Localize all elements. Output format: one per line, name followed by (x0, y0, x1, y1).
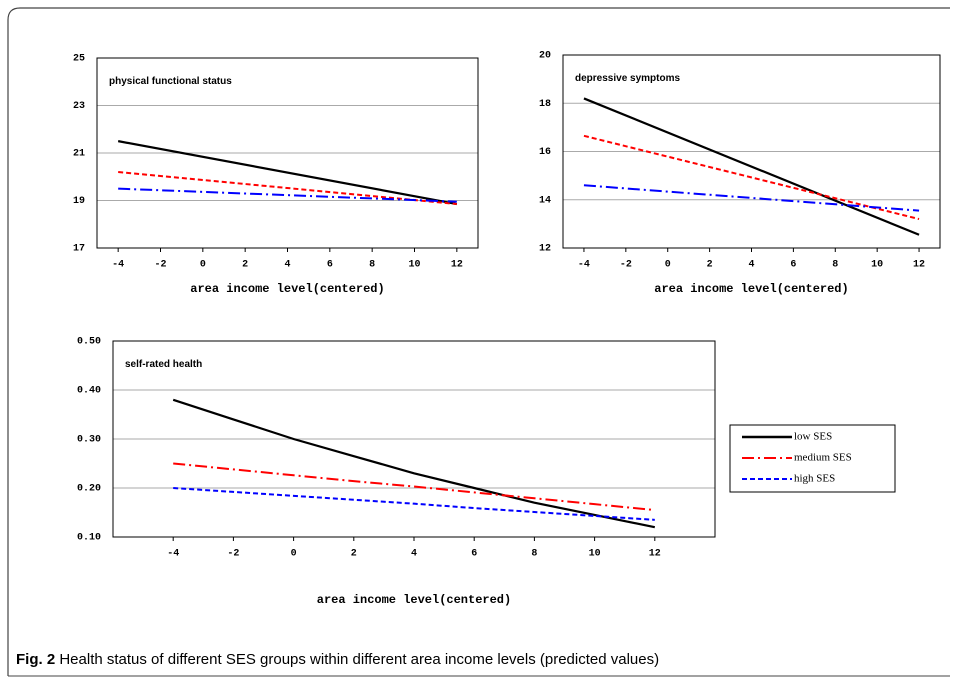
x-axis-label: area income level(centered) (317, 593, 511, 607)
y-tick-label: 0.40 (77, 386, 101, 397)
caption-label: Fig. 2 (16, 651, 55, 668)
series-line (583, 184, 920, 212)
y-tick-label: 16 (539, 147, 551, 158)
x-tick-label: 0 (291, 549, 297, 560)
x-tick-label: 2 (707, 260, 713, 271)
y-tick-label: 0.10 (77, 533, 101, 544)
x-tick-label: -4 (112, 260, 124, 271)
x-tick-label: -2 (620, 260, 632, 271)
y-tick-label: 18 (539, 99, 551, 110)
figure-border (7, 7, 950, 676)
panel-title: depressive symptoms (575, 73, 680, 84)
x-tick-label: 6 (327, 260, 333, 271)
x-tick-label: 4 (284, 260, 290, 271)
series-line (117, 140, 458, 206)
caption-text: Health status of different SES groups wi… (59, 651, 659, 668)
x-tick-label: 10 (871, 260, 883, 271)
panel-title: self-rated health (125, 359, 202, 370)
series-line (173, 462, 655, 512)
series-line (173, 487, 655, 521)
x-tick-label: 12 (913, 260, 925, 271)
x-tick-label: 0 (200, 260, 206, 271)
x-tick-label: 2 (242, 260, 248, 271)
x-tick-label: 10 (589, 549, 601, 560)
x-tick-label: 12 (649, 549, 661, 560)
y-tick-label: 17 (73, 244, 85, 255)
x-tick-label: -2 (154, 260, 166, 271)
legend-label: high SES (794, 473, 835, 485)
y-tick-label: 14 (539, 195, 551, 206)
x-tick-label: -4 (578, 260, 590, 271)
y-tick-label: 20 (539, 51, 551, 62)
y-tick-label: 23 (73, 101, 85, 112)
series-line (583, 134, 920, 221)
caption: Fig. 2 Health status of different SES gr… (16, 651, 659, 668)
y-tick-label: 0.50 (77, 337, 101, 348)
y-tick-label: 0.30 (77, 435, 101, 446)
x-tick-label: 8 (531, 549, 537, 560)
y-tick-label: 19 (73, 196, 85, 207)
x-tick-label: 2 (351, 549, 357, 560)
x-tick-label: -4 (167, 549, 179, 560)
series-line (118, 171, 457, 206)
x-tick-label: 10 (408, 260, 420, 271)
y-tick-label: 25 (73, 54, 85, 65)
legend-label: low SES (794, 431, 832, 443)
y-tick-label: 12 (539, 244, 551, 255)
x-tick-label: -2 (227, 549, 239, 560)
x-tick-label: 4 (748, 260, 754, 271)
x-axis-label: area income level(centered) (190, 282, 384, 296)
x-tick-label: 8 (832, 260, 838, 271)
series-line (172, 398, 656, 529)
x-tick-label: 12 (451, 260, 463, 271)
x-axis-label: area income level(centered) (654, 282, 848, 296)
x-tick-label: 6 (471, 549, 477, 560)
y-tick-label: 0.20 (77, 484, 101, 495)
x-tick-label: 0 (665, 260, 671, 271)
x-tick-label: 6 (790, 260, 796, 271)
x-tick-label: 4 (411, 549, 417, 560)
legend-label: medium SES (794, 452, 852, 464)
x-tick-label: 8 (369, 260, 375, 271)
y-tick-label: 21 (73, 149, 85, 160)
series-line (583, 97, 920, 236)
panel-title: physical functional status (109, 76, 232, 87)
